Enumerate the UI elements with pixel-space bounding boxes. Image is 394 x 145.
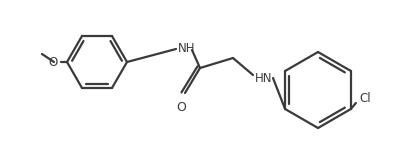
Text: Cl: Cl	[359, 93, 370, 106]
Text: O: O	[49, 56, 58, 68]
Text: NH: NH	[178, 41, 195, 55]
Text: HN: HN	[255, 71, 273, 85]
Text: O: O	[176, 101, 186, 114]
